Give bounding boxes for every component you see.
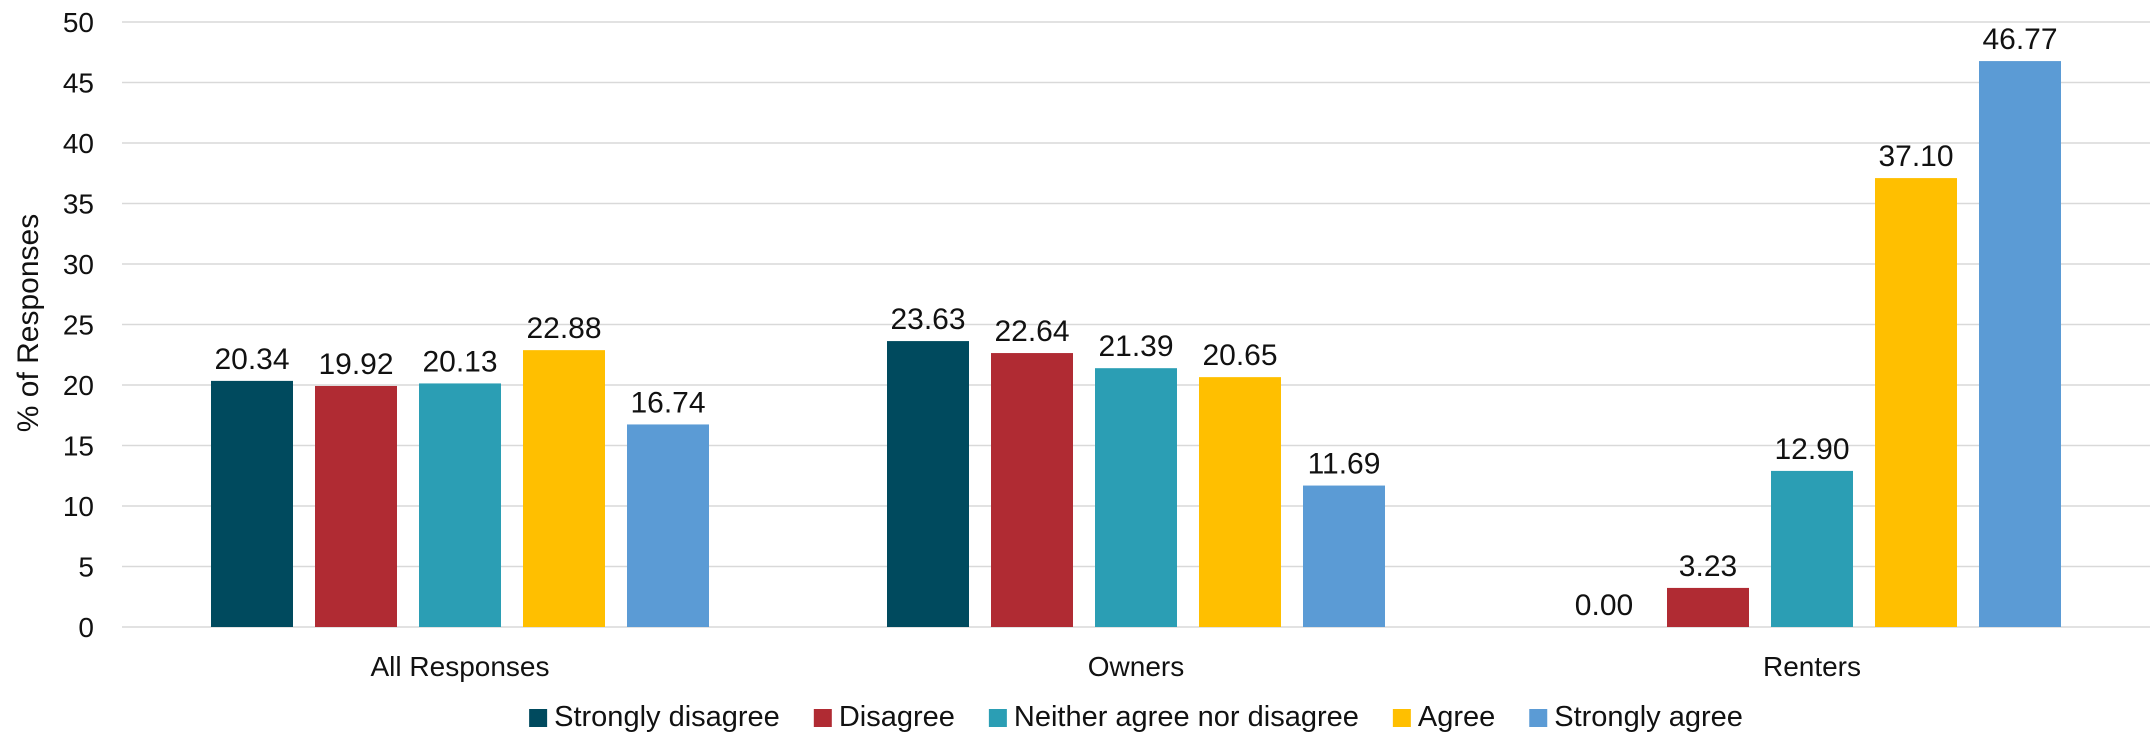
- x-category-label: Renters: [1763, 651, 1861, 682]
- bar: [1979, 61, 2061, 627]
- y-tick-label: 5: [78, 552, 94, 583]
- data-label: 20.65: [1202, 339, 1277, 372]
- y-tick-label: 0: [78, 612, 94, 643]
- data-label: 37.10: [1878, 140, 1953, 173]
- legend-swatch: [813, 709, 832, 727]
- legend-label: Strongly agree: [1554, 701, 1743, 733]
- data-label: 16.74: [630, 386, 705, 419]
- bar: [627, 424, 709, 627]
- legend-swatch: [988, 709, 1007, 727]
- data-label: 12.90: [1774, 433, 1849, 466]
- data-label: 19.92: [318, 348, 393, 381]
- data-label: 11.69: [1308, 448, 1381, 481]
- bar: [1303, 485, 1385, 627]
- data-label: 3.23: [1679, 550, 1737, 583]
- data-label: 23.63: [890, 303, 965, 336]
- legend-item: Agree: [1392, 701, 1495, 733]
- legend-item: Strongly disagree: [529, 701, 780, 733]
- data-label: 20.34: [214, 343, 289, 376]
- data-label: 22.88: [526, 312, 601, 345]
- y-tick-label: 45: [63, 68, 94, 99]
- bar: [887, 341, 969, 627]
- data-label: 22.64: [994, 315, 1069, 348]
- y-tick-label: 25: [63, 310, 94, 341]
- legend-item: Strongly agree: [1529, 701, 1743, 733]
- y-tick-label: 35: [63, 189, 94, 220]
- y-tick-label: 40: [63, 128, 94, 159]
- data-label: 46.77: [1982, 23, 2057, 56]
- legend-label: Neither agree nor disagree: [1014, 701, 1359, 733]
- bar: [211, 380, 293, 627]
- x-category-label: All Responses: [371, 651, 550, 682]
- y-axis-ticks: 0 5 10 15 20 25 30 35 40 45 50: [63, 7, 94, 643]
- legend-item: Neither agree nor disagree: [988, 701, 1359, 733]
- bar: [1771, 470, 1853, 627]
- data-labels: 20.34 19.92 20.13 22.88 16.74 23.63 22.64 21.39…: [214, 23, 2057, 622]
- legend-item: Disagree: [813, 701, 955, 733]
- bar: [1199, 377, 1281, 627]
- x-axis-categories: All Responses Owners Renters: [371, 651, 1862, 682]
- legend-label: Disagree: [839, 701, 955, 733]
- y-axis-label: % of Responses: [12, 214, 45, 432]
- bar: [315, 385, 397, 627]
- legend-swatch: [529, 709, 548, 727]
- legend-label: Agree: [1418, 701, 1495, 733]
- bar: [1667, 587, 1749, 627]
- y-tick-label: 50: [63, 7, 94, 38]
- y-tick-label: 10: [63, 491, 94, 522]
- bars: [211, 61, 2061, 627]
- bar: [1875, 178, 1957, 627]
- x-category-label: Owners: [1088, 651, 1184, 682]
- y-tick-label: 20: [63, 370, 94, 401]
- bar: [419, 383, 501, 627]
- bar: [523, 350, 605, 627]
- bar: [991, 353, 1073, 627]
- legend: Strongly disagree Disagree Neither agree n…: [529, 701, 1743, 733]
- y-tick-label: 30: [63, 249, 94, 280]
- data-label: 20.13: [422, 345, 497, 378]
- legend-swatch: [1392, 709, 1411, 727]
- legend-swatch: [1529, 709, 1548, 727]
- y-tick-label: 15: [63, 431, 94, 462]
- legend-label: Strongly disagree: [554, 701, 780, 733]
- bar: [1095, 368, 1177, 627]
- data-label: 0.00: [1575, 589, 1633, 622]
- data-label: 21.39: [1098, 330, 1173, 363]
